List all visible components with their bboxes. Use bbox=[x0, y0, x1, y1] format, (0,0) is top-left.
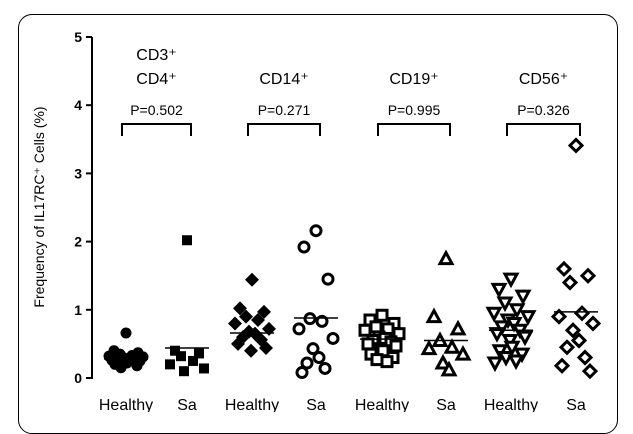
data-point bbox=[170, 345, 180, 356]
data-point bbox=[425, 307, 443, 324]
x-category-label: Sa bbox=[566, 397, 586, 412]
data-point bbox=[292, 322, 306, 336]
data-point bbox=[233, 301, 247, 316]
data-point bbox=[553, 357, 571, 374]
significance-bracket bbox=[121, 123, 192, 136]
data-point bbox=[262, 321, 276, 336]
data-point bbox=[228, 316, 242, 331]
data-point bbox=[300, 356, 314, 370]
data-point bbox=[485, 306, 503, 323]
p-value-label: P=0.502 bbox=[130, 102, 183, 118]
data-point bbox=[488, 327, 506, 343]
data-point bbox=[131, 360, 143, 372]
data-point bbox=[584, 315, 602, 332]
y-axis-label: Frequency of IL17RC⁺ Cells (%) bbox=[31, 106, 47, 307]
group-label: CD3⁺ bbox=[136, 47, 176, 64]
data-point bbox=[318, 361, 332, 375]
y-tick-label: 0 bbox=[74, 370, 82, 386]
data-point bbox=[507, 354, 525, 371]
data-point bbox=[443, 338, 461, 354]
y-tick-label: 2 bbox=[74, 234, 82, 250]
data-point bbox=[375, 308, 389, 322]
data-point bbox=[120, 327, 132, 339]
data-point bbox=[420, 339, 438, 356]
data-point bbox=[244, 343, 258, 358]
data-point bbox=[564, 322, 582, 339]
data-point bbox=[550, 308, 568, 325]
data-point bbox=[486, 356, 504, 373]
data-point bbox=[519, 310, 537, 326]
data-point bbox=[369, 320, 383, 334]
x-category-label: Healthy bbox=[99, 397, 153, 412]
p-value-label: P=0.271 bbox=[258, 102, 311, 118]
data-point bbox=[555, 260, 573, 278]
data-point bbox=[514, 289, 532, 306]
data-point bbox=[297, 240, 311, 254]
p-value-label: P=0.995 bbox=[388, 102, 441, 118]
data-point bbox=[437, 249, 455, 266]
x-category-label: Healthy bbox=[225, 397, 279, 412]
data-point bbox=[257, 304, 271, 319]
y-tick-label: 5 bbox=[74, 29, 82, 45]
data-point bbox=[567, 137, 585, 154]
data-point bbox=[361, 337, 375, 351]
significance-bracket bbox=[506, 123, 581, 136]
data-point bbox=[449, 319, 467, 336]
x-category-label: Healthy bbox=[355, 397, 409, 412]
data-point bbox=[194, 348, 204, 359]
data-point bbox=[516, 330, 534, 347]
data-point bbox=[561, 274, 579, 291]
data-point bbox=[182, 235, 192, 246]
data-point bbox=[309, 224, 323, 238]
data-point bbox=[579, 267, 597, 284]
data-point bbox=[239, 309, 253, 324]
data-point bbox=[496, 296, 514, 313]
data-point bbox=[295, 366, 309, 380]
data-point bbox=[389, 339, 403, 353]
x-category-label: Sa bbox=[436, 397, 456, 412]
data-point bbox=[434, 353, 452, 370]
x-category-label: Healthy bbox=[484, 397, 538, 412]
group-label: CD56⁺ bbox=[519, 71, 568, 88]
group-label: CD4⁺ bbox=[136, 71, 176, 88]
data-point bbox=[573, 305, 591, 322]
x-category-label: Sa bbox=[177, 397, 197, 412]
data-point bbox=[315, 314, 329, 328]
data-point bbox=[581, 363, 599, 380]
group-label: CD14⁺ bbox=[259, 71, 308, 88]
data-point bbox=[380, 355, 394, 369]
y-tick-label: 4 bbox=[74, 97, 82, 113]
data-point bbox=[251, 313, 265, 328]
scatter-chart: 0 1 2 3 4 5 Frequency of IL17RC⁺ Cells (%) Heal… bbox=[31, 29, 602, 412]
data-point bbox=[165, 359, 175, 370]
data-point bbox=[490, 282, 508, 299]
data-point bbox=[179, 366, 189, 377]
data-point bbox=[321, 272, 335, 286]
group-label: CD19⁺ bbox=[389, 71, 438, 88]
data-point bbox=[312, 351, 326, 365]
data-point bbox=[502, 272, 520, 289]
data-point bbox=[440, 360, 458, 377]
data-point bbox=[259, 340, 273, 355]
data-point bbox=[570, 332, 588, 349]
data-point bbox=[188, 355, 198, 366]
data-point bbox=[558, 339, 576, 356]
x-category-label: Sa bbox=[306, 397, 326, 412]
significance-bracket bbox=[247, 123, 321, 136]
data-point bbox=[245, 272, 259, 287]
significance-bracket bbox=[377, 123, 451, 136]
p-value-label: P=0.326 bbox=[517, 102, 570, 118]
data-point bbox=[358, 323, 372, 337]
y-tick-label: 3 bbox=[74, 165, 82, 181]
data-point bbox=[199, 363, 209, 374]
data-point bbox=[454, 344, 472, 361]
data-point bbox=[231, 336, 245, 351]
y-tick-label: 1 bbox=[74, 302, 82, 318]
data-point bbox=[306, 342, 320, 356]
data-point bbox=[326, 331, 340, 345]
data-point bbox=[576, 349, 594, 366]
data-point bbox=[176, 351, 186, 362]
data-point bbox=[115, 362, 127, 374]
